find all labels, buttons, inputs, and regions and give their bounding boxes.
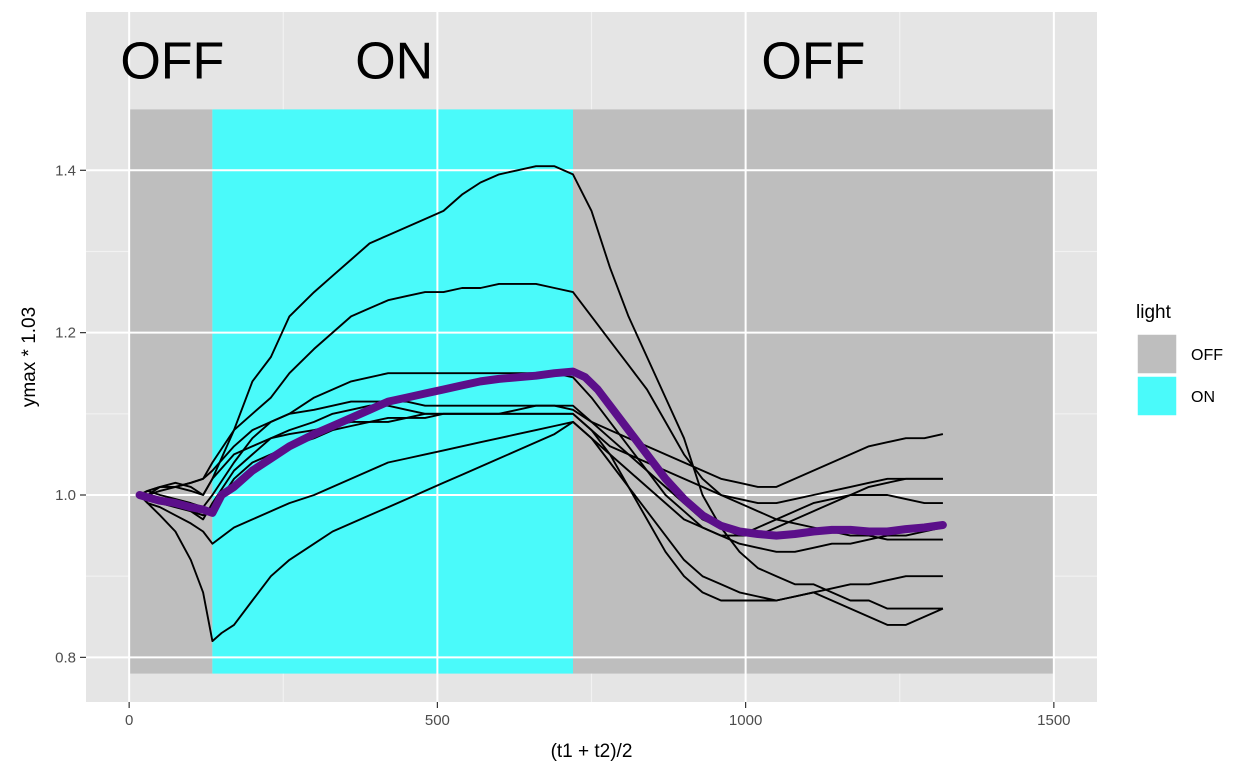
x-axis: 0 500 1000 1500	[125, 702, 1071, 729]
x-tick-label: 500	[425, 712, 450, 729]
series-lines	[138, 165, 944, 643]
x-tick-label: 1500	[1037, 712, 1070, 729]
legend-title: light	[1136, 302, 1172, 323]
y-tick-label: 1.0	[55, 487, 76, 504]
series-line-3	[139, 404, 943, 537]
legend-key-on	[1136, 375, 1178, 417]
grid-major	[86, 12, 1097, 702]
y-tick-label: 1.2	[55, 325, 76, 342]
legend: light OFF ON	[1136, 302, 1223, 417]
light-period-off-0	[129, 109, 213, 674]
x-tick-label: 0	[125, 712, 133, 729]
legend-label-off: OFF	[1191, 347, 1223, 364]
series-line-1	[139, 165, 943, 610]
series-line-2	[139, 282, 943, 541]
y-axis-title: ymax * 1.03	[19, 307, 40, 407]
light-period-rects	[129, 109, 1054, 674]
light-period-on-1	[212, 109, 574, 674]
legend-key-off	[1136, 333, 1178, 375]
y-tick-label: 1.4	[55, 162, 76, 179]
region-label-2: ON	[355, 32, 433, 90]
region-labels: OFF ON OFF	[120, 32, 865, 90]
series-line-6	[138, 420, 943, 643]
legend-label-on: ON	[1191, 389, 1215, 406]
mean-line	[135, 367, 947, 540]
y-tick-label: 0.8	[55, 649, 76, 666]
mean-line-group	[135, 367, 947, 540]
y-axis: 0.8 1.0 1.2 1.4	[55, 162, 86, 666]
region-label-1: OFF	[120, 32, 224, 90]
x-tick-label: 1000	[729, 712, 762, 729]
region-label-3: OFF	[761, 32, 865, 90]
x-axis-title: (t1 + t2)/2	[551, 741, 633, 762]
series-line-7	[139, 400, 944, 496]
light-period-off-2	[573, 109, 1054, 674]
series-line-8	[139, 412, 944, 626]
